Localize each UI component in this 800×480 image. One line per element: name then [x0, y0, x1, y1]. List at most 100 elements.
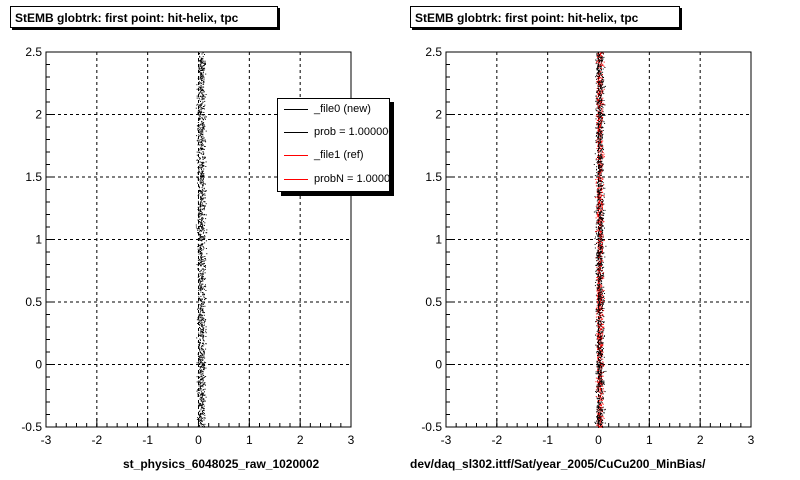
data-point — [199, 338, 201, 340]
data-point — [201, 172, 203, 174]
data-point — [200, 354, 202, 356]
data-point — [598, 417, 599, 419]
data-point — [203, 362, 205, 364]
data-point — [600, 409, 602, 411]
data-point — [197, 426, 199, 428]
data-point — [600, 267, 601, 269]
data-point — [598, 373, 600, 375]
data-point — [601, 372, 603, 374]
data-point — [597, 284, 599, 286]
data-point — [200, 161, 202, 163]
data-point — [198, 319, 199, 321]
data-point — [602, 302, 603, 304]
data-point — [201, 316, 203, 318]
data-point — [205, 286, 207, 288]
data-point — [599, 144, 601, 146]
data-point — [602, 157, 604, 159]
data-point — [601, 136, 603, 138]
data-point — [204, 206, 205, 208]
data-point — [201, 97, 203, 99]
data-point — [599, 370, 601, 372]
data-point — [200, 195, 202, 197]
data-point — [202, 75, 204, 77]
data-point — [597, 329, 599, 331]
data-point — [597, 134, 599, 136]
data-point — [595, 334, 596, 336]
data-point — [203, 152, 205, 154]
data-point — [202, 389, 204, 391]
data-point — [602, 219, 604, 221]
data-point — [598, 160, 600, 162]
data-point — [601, 62, 602, 64]
data-point — [596, 90, 598, 92]
legend-label: _file1 (ref) — [314, 149, 364, 161]
data-point — [600, 365, 602, 367]
data-point — [597, 104, 599, 106]
data-point — [204, 258, 206, 260]
data-point — [201, 330, 203, 332]
data-point — [599, 309, 601, 311]
data-point — [602, 126, 603, 128]
data-point — [601, 177, 603, 179]
data-point — [599, 327, 600, 329]
data-point — [600, 418, 602, 420]
y-tick-label: 1.5 — [425, 170, 442, 184]
data-point — [598, 372, 599, 374]
data-point — [600, 118, 602, 120]
data-point — [600, 421, 602, 423]
data-point — [204, 157, 206, 159]
data-point — [599, 285, 601, 287]
data-point — [200, 418, 202, 420]
data-point — [596, 68, 598, 70]
data-point — [206, 253, 208, 255]
data-point — [202, 65, 204, 67]
data-point — [199, 205, 201, 207]
data-point — [201, 213, 203, 215]
data-point — [200, 197, 202, 198]
data-point — [602, 52, 604, 54]
data-point — [599, 142, 601, 143]
data-point — [596, 384, 598, 386]
data-point — [201, 348, 203, 350]
data-point — [596, 98, 598, 100]
data-point — [597, 367, 599, 369]
data-point — [202, 311, 203, 313]
data-point — [202, 148, 203, 150]
data-point — [600, 417, 602, 419]
data-point — [598, 382, 599, 384]
data-point — [602, 120, 604, 122]
data-point — [199, 426, 200, 428]
data-point — [598, 427, 600, 428]
data-point — [599, 337, 601, 339]
data-point — [599, 351, 601, 353]
data-point — [600, 159, 601, 161]
data-point — [599, 290, 601, 292]
data-point — [598, 125, 600, 127]
data-point — [199, 213, 201, 215]
data-point — [199, 212, 200, 214]
data-point — [200, 328, 202, 330]
data-point — [601, 426, 603, 427]
data-point — [201, 369, 202, 371]
data-point — [203, 230, 205, 232]
data-point — [600, 413, 602, 414]
data-point — [600, 55, 602, 57]
data-point — [600, 112, 602, 113]
data-point — [598, 187, 600, 189]
data-point — [602, 261, 604, 263]
data-point — [202, 156, 204, 158]
data-point — [601, 328, 602, 330]
data-point — [602, 113, 604, 115]
data-point — [600, 264, 602, 266]
data-point — [200, 238, 202, 240]
data-point — [600, 233, 602, 235]
data-point — [597, 292, 599, 294]
data-point — [200, 421, 201, 423]
data-point — [201, 279, 203, 280]
data-point — [599, 198, 601, 200]
data-point — [601, 79, 603, 81]
data-point — [201, 62, 202, 64]
data-point — [602, 398, 604, 400]
data-point — [203, 67, 205, 69]
data-point — [599, 367, 601, 368]
